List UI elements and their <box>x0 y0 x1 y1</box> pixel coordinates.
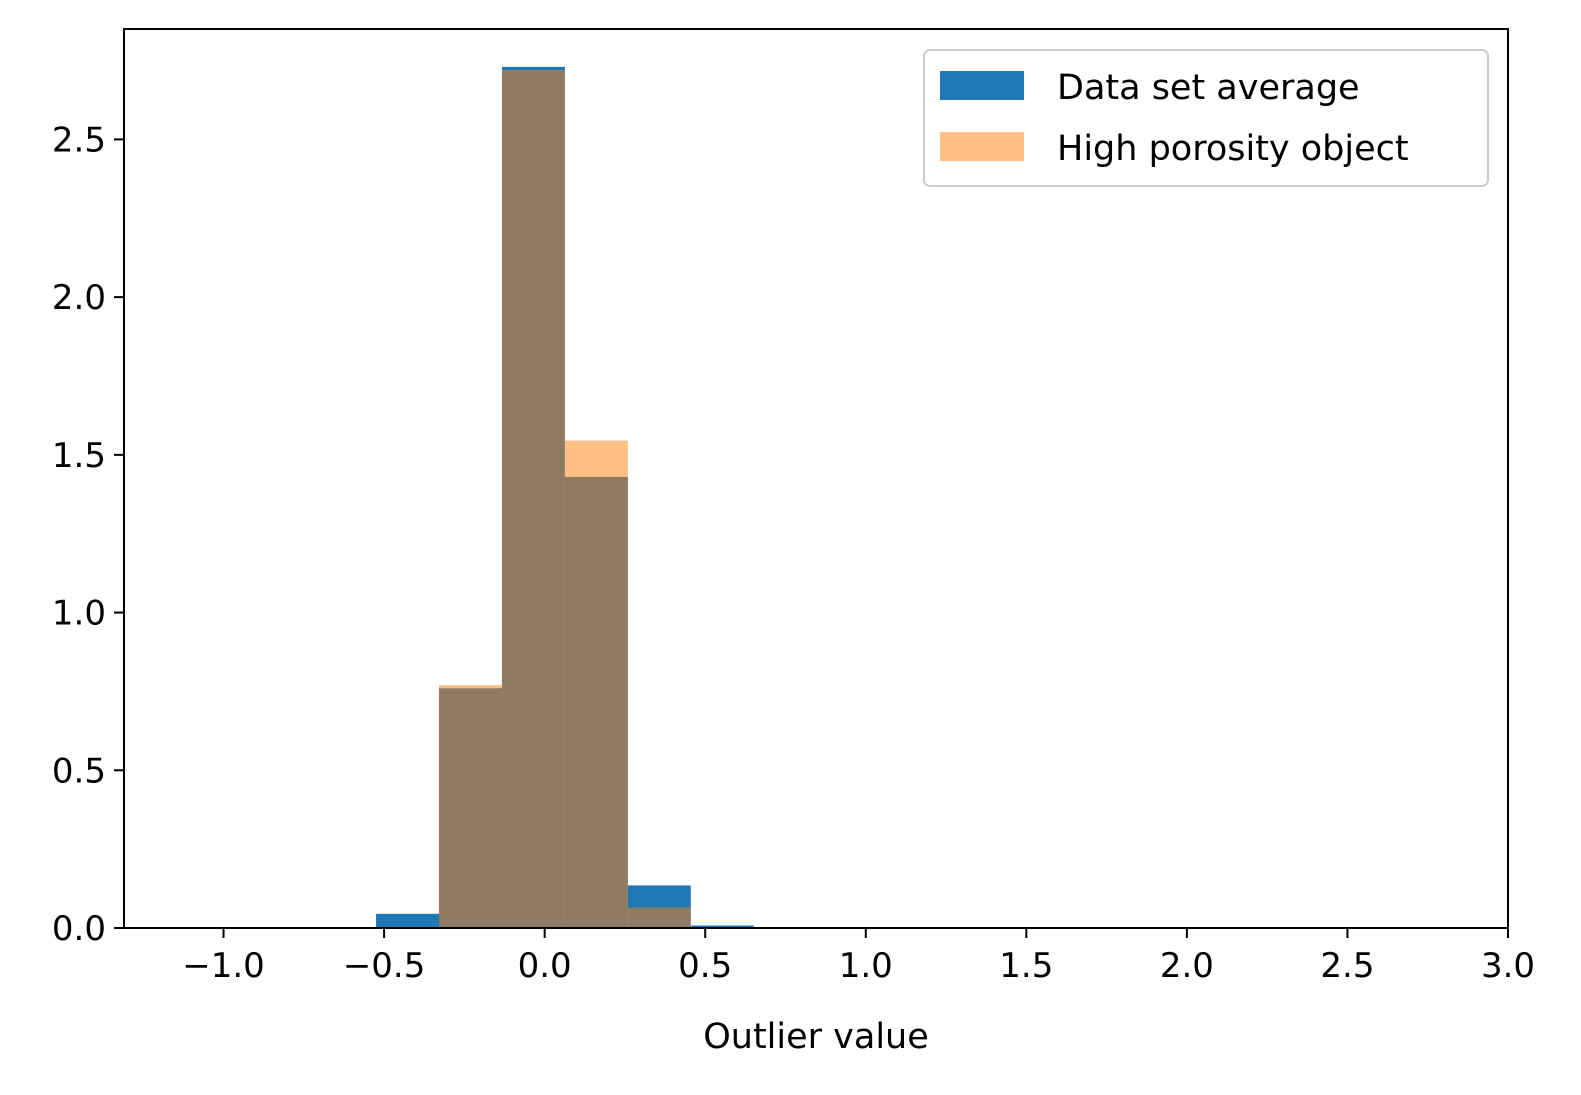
legend-box <box>923 49 1489 187</box>
legend-label-data-set-average: Data set average <box>1057 68 1360 108</box>
legend-swatch-high-porosity-object <box>940 132 1024 161</box>
x-tick-label: 0.0 <box>518 946 572 986</box>
bars-layer <box>376 66 754 928</box>
x-tick-label: −0.5 <box>343 946 426 986</box>
bar-data-set-average-5 <box>690 925 754 928</box>
y-tick-label: 0.0 <box>52 909 106 949</box>
x-tick-label: 0.5 <box>678 946 732 986</box>
legend-swatch-data-set-average <box>940 71 1024 100</box>
bar-data-set-average-0 <box>376 913 440 928</box>
x-axis-label: Outlier value <box>703 1017 929 1057</box>
y-tick-label: 1.5 <box>52 436 106 476</box>
x-tick-label: 3.0 <box>1481 946 1535 986</box>
legend-label-high-porosity-object: High porosity object <box>1057 129 1409 169</box>
bar-high-porosity-object-2 <box>501 70 565 928</box>
x-tick-label: 1.0 <box>839 946 893 986</box>
plot-frame <box>123 28 1509 929</box>
x-tick-label: 2.5 <box>1320 946 1374 986</box>
x-tick-label: 2.0 <box>1160 946 1214 986</box>
y-axis: 0.0 0.5 1.0 1.5 2.0 2.5 <box>52 120 124 949</box>
legend: Data set average High porosity object <box>923 49 1489 187</box>
bar-high-porosity-object-1 <box>439 685 502 928</box>
y-tick-label: 0.5 <box>52 751 106 791</box>
bar-high-porosity-object-4 <box>627 907 691 928</box>
bar-high-porosity-object-3 <box>564 440 628 928</box>
x-tick-label: 1.5 <box>999 946 1053 986</box>
y-tick-label: 2.0 <box>52 278 106 318</box>
y-tick-label: 1.0 <box>52 594 106 634</box>
y-tick-label: 2.5 <box>52 120 106 160</box>
x-axis: −1.0 −0.5 0.0 0.5 1.0 1.5 2.0 2.5 3.0 <box>182 928 1535 986</box>
x-tick-label: −1.0 <box>182 946 265 986</box>
